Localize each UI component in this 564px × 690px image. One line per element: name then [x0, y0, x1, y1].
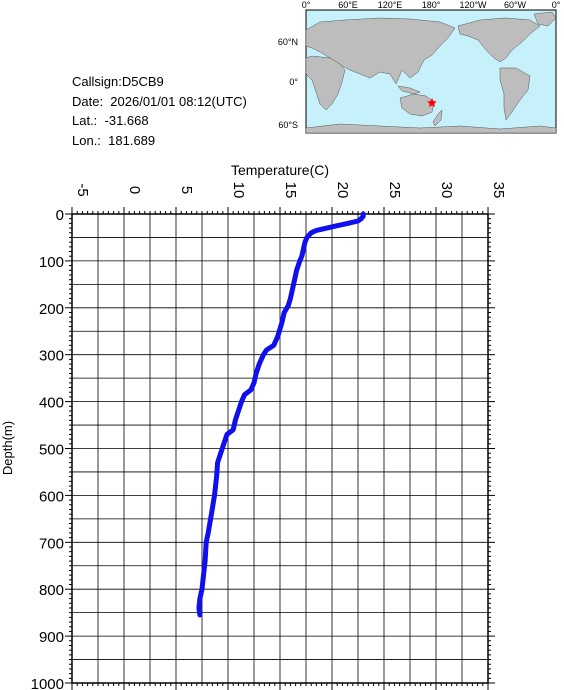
map-left-labels: 60°N 0° 60°S: [278, 37, 299, 130]
x-tick-label: 10: [230, 182, 247, 199]
x-tick-label: 30: [438, 182, 455, 199]
y-tick-label: 1000: [31, 676, 64, 690]
plot-frame: [71, 213, 489, 684]
x-tick-label: 15: [282, 182, 299, 199]
map-label-lon-0-right: 0°: [552, 0, 561, 10]
date-text: Date: 2026/01/01 08:12(UTC): [72, 93, 247, 109]
chart-grid: [72, 214, 488, 683]
map-label-lon-0: 0°: [302, 0, 311, 10]
y-tick-label: 900: [39, 629, 64, 646]
location-map: 0° 60°E 120°E 180° 120°W 60°W 0° 60°N 0°…: [278, 0, 561, 134]
map-top-labels: 0° 60°E 120°E 180° 120°W 60°W 0°: [302, 0, 561, 10]
x-tick-label: -5: [74, 183, 91, 196]
map-label-lon-180: 180°: [422, 0, 441, 10]
map-land: [305, 11, 557, 134]
map-label-lat-0: 0°: [289, 77, 298, 87]
y-tick-label: 600: [39, 488, 64, 505]
station-info: Callsign:D5CB9 Date: 2026/01/01 08:12(UT…: [72, 72, 247, 150]
y-tick-label: 100: [39, 254, 64, 271]
station-marker-star-icon: [427, 98, 437, 107]
map-label-lat-60s: 60°S: [278, 120, 298, 130]
x-axis-title: Temperature(C): [231, 162, 329, 178]
x-tick-label: 35: [490, 182, 507, 199]
y-tick-label: 200: [39, 301, 64, 318]
map-label-lon-120w: 120°W: [459, 0, 487, 10]
temperature-profile-line: [196, 211, 366, 618]
longitude-text: Lon.: 181.689: [72, 132, 156, 148]
map-label-lon-60e: 60°E: [338, 0, 358, 10]
map-label-lon-120e: 120°E: [378, 0, 403, 10]
y-tick-label: 500: [39, 442, 64, 459]
y-tick-label: 300: [39, 348, 64, 365]
y-tick-label: 400: [39, 395, 64, 412]
x-tick-label: 20: [334, 182, 351, 199]
map-label-lon-60w: 60°W: [504, 0, 527, 10]
y-tick-label: 700: [39, 535, 64, 552]
x-tick-label: 5: [178, 186, 195, 194]
latitude-text: Lat.: -31.668: [72, 113, 149, 128]
x-tick-labels: -5 0 5 10 15 20 25 30 35: [74, 182, 507, 199]
y-tick-label: 800: [39, 582, 64, 599]
y-tick-label: 0: [56, 207, 64, 224]
y-tick-labels: 0 100 200 300 400 500 600 700 800 900 1000: [31, 207, 64, 690]
y-axis-title: Depth(m): [0, 421, 15, 475]
x-tick-label: 0: [126, 186, 143, 194]
x-tick-label: 25: [386, 182, 403, 199]
map-label-lat-60n: 60°N: [278, 37, 298, 47]
callsign-text: Callsign:D5CB9: [72, 74, 164, 89]
